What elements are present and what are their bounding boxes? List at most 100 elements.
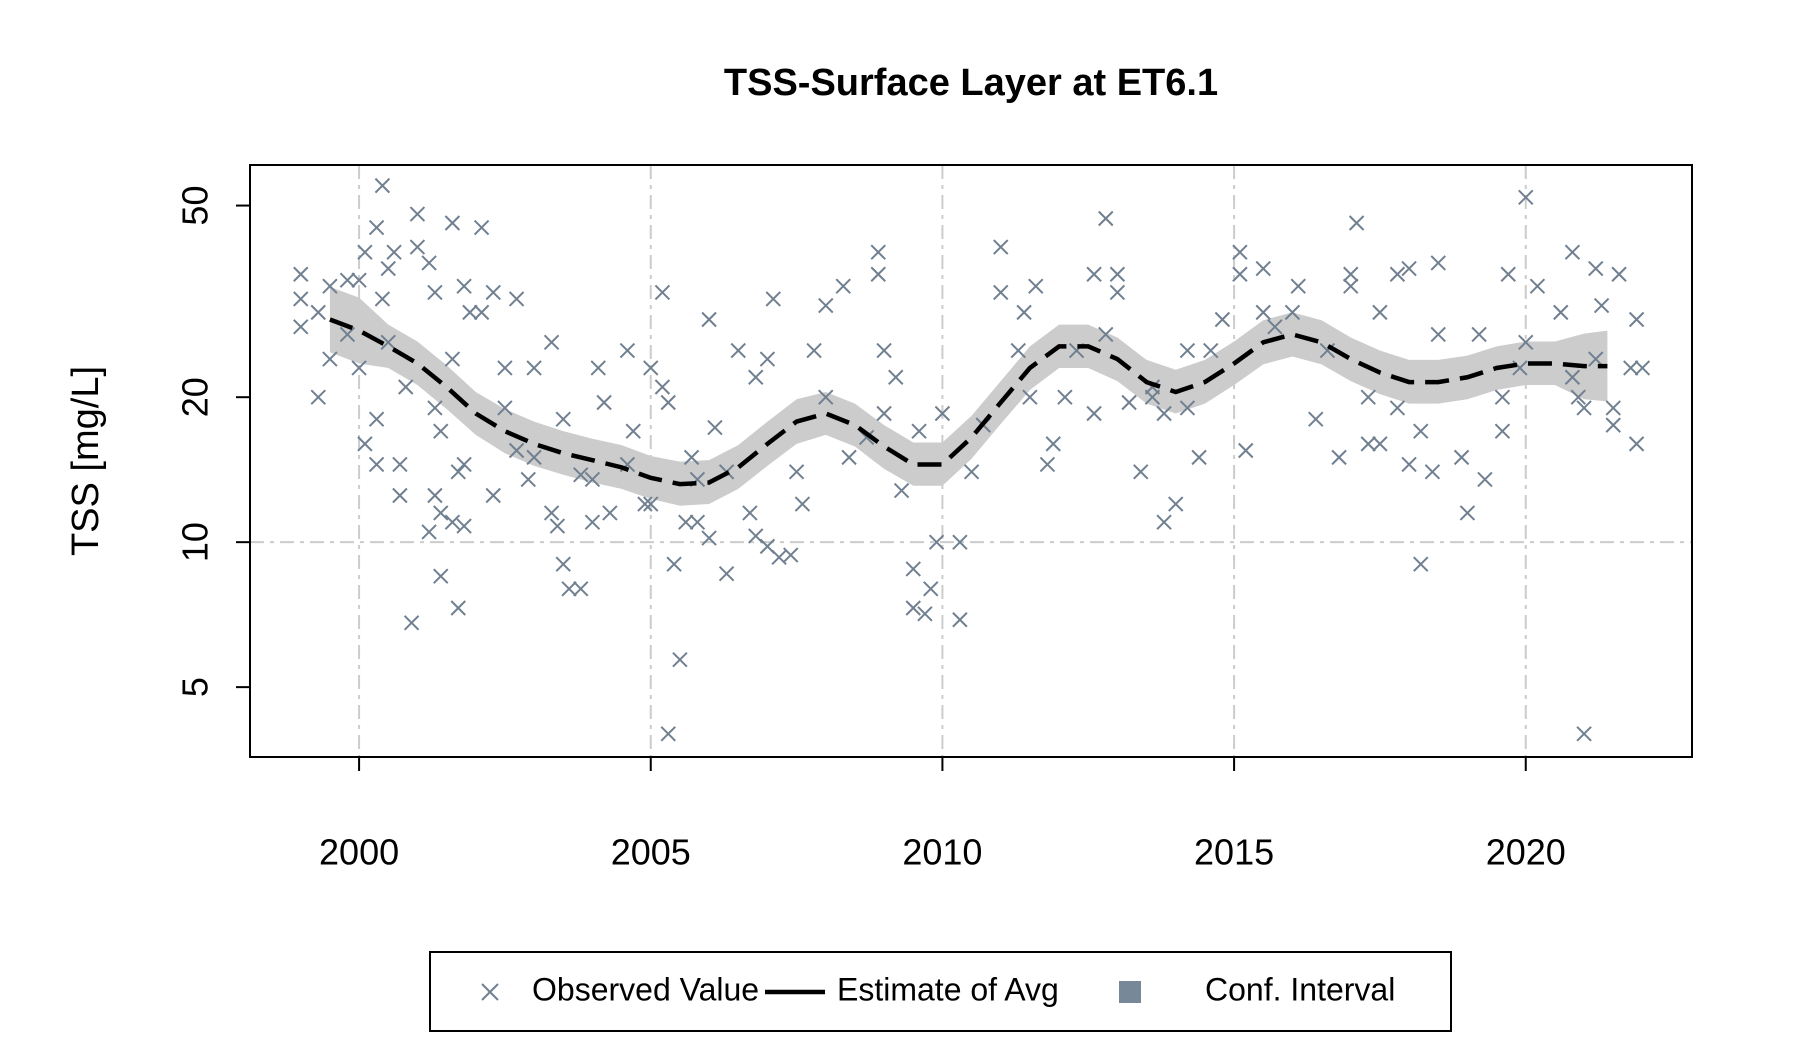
point xyxy=(1477,471,1493,488)
legend-box xyxy=(429,951,1452,1032)
point xyxy=(1500,266,1516,282)
point xyxy=(1494,389,1511,405)
point xyxy=(351,272,367,288)
point xyxy=(1255,304,1271,321)
point xyxy=(310,304,326,321)
point xyxy=(485,284,501,301)
point xyxy=(1109,266,1126,282)
x-tick-label: 2000 xyxy=(319,832,399,873)
point xyxy=(1593,297,1610,314)
point xyxy=(450,600,466,616)
point xyxy=(678,514,694,530)
point xyxy=(444,351,461,367)
point xyxy=(1576,400,1592,416)
point xyxy=(1179,400,1196,416)
point xyxy=(1168,496,1184,512)
point xyxy=(357,244,373,260)
point xyxy=(1372,304,1388,321)
point xyxy=(497,400,513,416)
point xyxy=(619,342,636,359)
point xyxy=(444,514,461,530)
point xyxy=(561,581,577,597)
grid xyxy=(250,165,1692,757)
point xyxy=(1576,726,1592,742)
point xyxy=(520,471,536,488)
point xyxy=(293,319,309,335)
point xyxy=(1022,389,1038,405)
point xyxy=(1360,389,1376,405)
point xyxy=(450,464,466,480)
point xyxy=(1628,311,1645,328)
point xyxy=(1430,255,1446,271)
point xyxy=(1238,442,1254,459)
point xyxy=(1611,266,1627,282)
point xyxy=(759,351,776,367)
point xyxy=(427,284,443,301)
point xyxy=(1453,449,1470,466)
trend-line xyxy=(329,317,1608,487)
axes: 2000 2005 2010 2015 2020 5 10 20 50 xyxy=(175,186,1566,873)
point xyxy=(403,615,420,631)
legend-label: Estimate of Avg xyxy=(837,971,1059,1007)
point xyxy=(1389,400,1406,416)
point xyxy=(444,215,461,231)
point xyxy=(1588,351,1604,367)
point xyxy=(590,360,606,376)
point xyxy=(742,505,758,521)
point xyxy=(368,456,385,473)
y-tick-label: 50 xyxy=(175,186,216,226)
point xyxy=(368,219,385,236)
point xyxy=(654,284,671,301)
point xyxy=(433,505,449,521)
point xyxy=(1098,326,1114,343)
point xyxy=(963,464,980,480)
point xyxy=(672,652,688,668)
point xyxy=(1372,436,1388,452)
point xyxy=(1039,456,1056,473)
point xyxy=(1179,342,1196,359)
point xyxy=(543,505,560,521)
x-tick-label: 2010 xyxy=(902,832,982,873)
y-axis-label: TSS [mg/L] xyxy=(65,366,107,556)
legend: Observed Value Estimate of Avg Conf. Inter… xyxy=(481,971,1395,1007)
point xyxy=(310,389,326,405)
point xyxy=(876,342,892,359)
point xyxy=(730,342,746,359)
point xyxy=(1255,260,1271,277)
point xyxy=(1086,266,1102,282)
point xyxy=(788,464,805,480)
point xyxy=(596,394,612,411)
point xyxy=(584,471,601,488)
point xyxy=(1623,360,1639,376)
point xyxy=(555,411,571,427)
point xyxy=(339,326,356,343)
point xyxy=(1518,189,1534,206)
y-tick-label: 10 xyxy=(175,522,216,562)
point xyxy=(322,351,338,367)
point xyxy=(952,534,968,550)
point xyxy=(893,482,910,499)
point xyxy=(934,405,951,422)
point xyxy=(765,291,781,307)
point xyxy=(456,518,472,534)
point xyxy=(433,568,449,584)
point xyxy=(526,360,542,376)
point xyxy=(683,449,700,466)
point xyxy=(1401,260,1417,277)
chart-title: TSS-Surface Layer at ET6.1 xyxy=(724,62,1218,104)
point xyxy=(643,360,659,376)
point xyxy=(421,524,437,540)
point xyxy=(701,311,717,328)
point xyxy=(1267,319,1283,335)
point xyxy=(409,239,426,255)
point xyxy=(1214,311,1231,328)
point xyxy=(1232,244,1248,260)
point xyxy=(421,255,437,271)
point xyxy=(1343,278,1359,294)
legend-symbol xyxy=(481,983,499,1001)
point xyxy=(293,266,309,282)
point xyxy=(905,600,921,616)
point xyxy=(1057,389,1073,405)
point xyxy=(1588,260,1604,277)
